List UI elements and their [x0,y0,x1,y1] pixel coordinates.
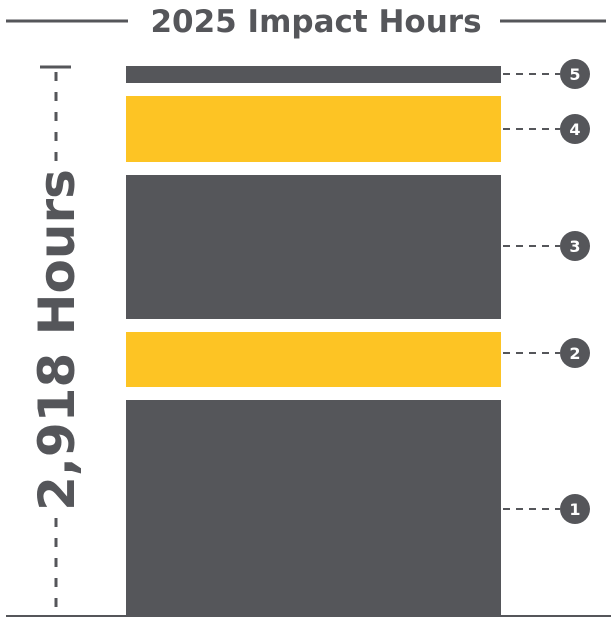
marker-circle-4 [560,114,590,144]
chart-title: 2025 Impact Hours [150,4,481,40]
marker-label-5: 5 [569,65,580,84]
marker-circle-3 [560,231,590,261]
marker-circle-2 [560,338,590,368]
marker-label-2: 2 [569,344,580,363]
marker-label-1: 1 [569,500,580,519]
segment-bar-5 [126,66,501,83]
total-hours-label: 2,918 Hours [28,169,86,511]
marker-circle-1 [560,494,590,524]
segment-bar-3 [126,175,501,319]
marker-label-3: 3 [569,237,580,256]
segment-bar-4 [126,96,501,162]
marker-circle-5 [560,59,590,89]
marker-label-4: 4 [569,120,580,139]
segment-bar-2 [126,332,501,387]
segment-bar-1 [126,400,501,616]
